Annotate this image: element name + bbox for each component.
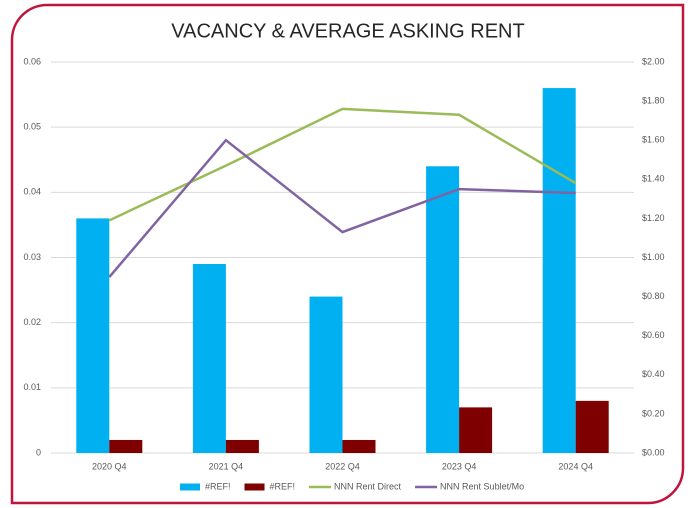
y-tick-label: 0.06 bbox=[23, 56, 41, 66]
y2-tick-label: $2.00 bbox=[642, 56, 665, 66]
bar bbox=[459, 407, 493, 453]
y2-tick-label: $1.80 bbox=[642, 95, 665, 105]
y-tick-label: 0.03 bbox=[23, 252, 41, 262]
bar bbox=[575, 400, 609, 453]
y-tick-label: 0.02 bbox=[23, 317, 41, 327]
y2-tick-label: $1.20 bbox=[642, 213, 665, 223]
x-tick-label: 2024 Q4 bbox=[558, 461, 593, 471]
legend-label: #REF! bbox=[270, 481, 296, 491]
y2-tick-label: $1.00 bbox=[642, 252, 665, 262]
y2-tick-label: $1.60 bbox=[642, 135, 665, 145]
bar bbox=[542, 88, 576, 454]
x-tick-label: 2021 Q4 bbox=[209, 461, 244, 471]
chart-title: VACANCY & AVERAGE ASKING RENT bbox=[171, 20, 524, 42]
bar bbox=[192, 264, 226, 453]
bar bbox=[342, 439, 376, 453]
y2-tick-label: $0.00 bbox=[642, 447, 665, 457]
line-series bbox=[108, 138, 576, 278]
y2-tick-label: $1.40 bbox=[642, 174, 665, 184]
legend-swatch bbox=[180, 483, 200, 491]
x-tick-label: 2020 Q4 bbox=[92, 461, 127, 471]
bar bbox=[309, 296, 343, 453]
x-tick-label: 2022 Q4 bbox=[325, 461, 360, 471]
bar bbox=[76, 218, 110, 453]
bar bbox=[109, 439, 143, 453]
y2-tick-label: $0.80 bbox=[642, 291, 665, 301]
legend-swatch bbox=[244, 483, 265, 491]
y-tick-label: 0.01 bbox=[23, 382, 41, 392]
bar bbox=[426, 166, 460, 453]
bar bbox=[225, 439, 259, 453]
y-tick-label: 0.05 bbox=[23, 122, 41, 132]
legend-label: NNN Rent Sublet/Mo bbox=[440, 481, 524, 491]
chart-frame bbox=[10, 3, 685, 505]
legend-label: NNN Rent Direct bbox=[334, 481, 402, 491]
legend-label: #REF! bbox=[205, 481, 231, 491]
y2-tick-label: $0.60 bbox=[642, 330, 665, 340]
y-tick-label: 0 bbox=[36, 447, 41, 457]
y2-tick-label: $0.20 bbox=[642, 408, 665, 418]
y-tick-label: 0.04 bbox=[23, 187, 41, 197]
line-series bbox=[108, 107, 577, 222]
y2-tick-label: $0.40 bbox=[642, 369, 665, 379]
x-tick-label: 2023 Q4 bbox=[442, 461, 477, 471]
